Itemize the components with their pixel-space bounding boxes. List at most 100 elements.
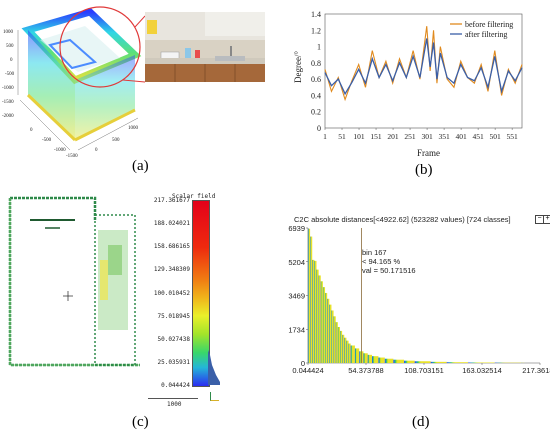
axis-tick: 500: [6, 44, 14, 49]
x-tick-label: 0.044424: [292, 366, 323, 375]
histogram-bar: [322, 287, 326, 363]
axis-tick: -1500: [66, 154, 78, 159]
legend-entry: before filtering: [465, 20, 513, 29]
colorbar-tick-label: 0.044424: [161, 382, 190, 389]
histogram-title: C2C absolute distances[<4922.62] (523282…: [294, 215, 511, 224]
histogram-bar: [414, 361, 431, 363]
histogram-bar: [333, 316, 336, 363]
y-tick-label: 1734: [288, 325, 305, 334]
colorbar-tick-label: 129.348309: [153, 266, 190, 274]
axis-tick: 0: [95, 148, 98, 153]
x-tick-label: 1: [323, 132, 327, 141]
histogram-chart: 0 1734 3469 5204 6939 0.044424 54.373788 108.70…: [288, 224, 550, 375]
histogram-bar: [384, 358, 394, 363]
axis-tick: 0: [30, 128, 33, 133]
y-tick-label: 0: [301, 359, 305, 368]
histogram-bar: [312, 259, 315, 363]
histogram-bar: [430, 361, 447, 363]
axis-tick: -500: [42, 138, 52, 143]
panel-d: C2C absolute distances[<4922.62] (523282…: [278, 190, 550, 437]
point-cloud-3d: [17, 6, 145, 151]
histogram-bar: [320, 281, 323, 363]
histogram-bar: [348, 343, 351, 363]
tooltip-line: bin 167: [362, 248, 387, 257]
colorbar-tick-label: 75.018945: [157, 312, 190, 320]
histogram-bar: [329, 304, 332, 363]
x-tick-label: 451: [472, 132, 484, 141]
series-line: [324, 38, 523, 96]
x-tick-label: 217.36187: [522, 366, 550, 375]
scale-bar: [148, 398, 198, 399]
x-tick-label: 201: [387, 132, 399, 141]
histogram-bar: [308, 228, 311, 363]
top-view-point-cloud: [8, 196, 140, 367]
colorbar-tick-label: 188.024021: [153, 220, 190, 228]
scale-label: 1000: [167, 401, 182, 408]
axis-tick: -1000: [54, 148, 66, 153]
kitchen-photo: [145, 12, 265, 82]
x-tick-label: 351: [438, 132, 450, 141]
y-axis-label: Degree/°: [293, 50, 304, 84]
y-tick-label: 0.4: [311, 91, 321, 100]
colorbar-tick-label: 25.035931: [157, 358, 190, 366]
histogram-bar: [350, 345, 355, 363]
legend-entry: after filtering: [465, 30, 507, 39]
y-tick-label: 0: [317, 124, 321, 133]
panel-b: 0 0.2 0.4 0.6 0.8 1 1.2 1.4 1 51 101 151 201 251 301 35…: [290, 0, 550, 185]
histogram-bar: [335, 322, 338, 363]
y-tick-label: 1: [317, 43, 321, 52]
panel-label: (a): [132, 158, 149, 174]
colorbar-histogram: [208, 350, 220, 385]
histogram-bar: [331, 310, 334, 363]
x-tick-label: 151: [370, 132, 382, 141]
histogram-bar: [310, 236, 313, 363]
x-tick-label: 301: [421, 132, 433, 141]
panel-a: 1000 500 0 -500 -1000 -1500 -2000 0 -500…: [0, 0, 275, 185]
y-tick-label: 1.4: [311, 10, 321, 19]
expand-button[interactable]: +: [543, 215, 550, 224]
histogram-bar: [367, 354, 373, 363]
y-tick-label: 6939: [288, 224, 305, 233]
tooltip-line: val = 50.171516: [362, 266, 416, 275]
axis-tick: -1500: [2, 100, 14, 105]
x-tick-label: 101: [353, 132, 365, 141]
x-tick-label: 551: [507, 132, 519, 141]
histogram-bar: [327, 298, 330, 363]
panel-label: (b): [415, 162, 433, 178]
histogram-bar: [393, 359, 405, 363]
axis-tick: 1000: [3, 30, 13, 35]
colorbar-tick-label: 100.010452: [153, 289, 190, 297]
x-tick-label: 251: [404, 132, 416, 141]
histogram-bar: [337, 327, 340, 363]
panel-label: (c): [132, 414, 149, 430]
histogram-bar: [339, 330, 343, 363]
axis-tick: -2000: [2, 114, 14, 119]
y-tick-label: 3469: [288, 292, 305, 301]
axis-tick: 0: [10, 58, 13, 63]
colorbar-tick-label: 50.027438: [157, 335, 190, 343]
highlight-circle: [59, 6, 141, 88]
bin-tooltip: bin 167 < 94.165 % val = 50.171516: [362, 248, 416, 275]
histogram-bar: [363, 353, 368, 363]
y-tick-label: 5204: [288, 258, 305, 267]
y-tick-label: 0.8: [311, 59, 321, 68]
histogram-bar: [314, 260, 317, 363]
histogram-bar: [372, 356, 379, 363]
histogram-bar: [316, 269, 319, 363]
axis-tick: 500: [112, 138, 120, 143]
line-chart: 00.20.40.60.811.21.41 51 101 151 201 251 301 35…: [311, 10, 523, 141]
colorbar: [192, 200, 210, 387]
x-tick-label: 108.703151: [404, 366, 444, 375]
tooltip-line: < 94.165 %: [362, 257, 401, 266]
colorbar-tick-label: 158.686165: [153, 243, 190, 251]
histogram-bar: [344, 337, 347, 363]
panel-label: (d): [412, 414, 430, 430]
y-tick-label: 0.6: [311, 75, 321, 84]
axis-tick: -500: [5, 72, 15, 77]
histogram-bar: [318, 275, 321, 363]
x-axis-label: Frame: [417, 148, 440, 158]
histogram-bar: [446, 362, 469, 363]
histogram-bar: [378, 357, 385, 363]
histogram-bar: [404, 360, 415, 363]
histogram-bar: [354, 348, 360, 363]
